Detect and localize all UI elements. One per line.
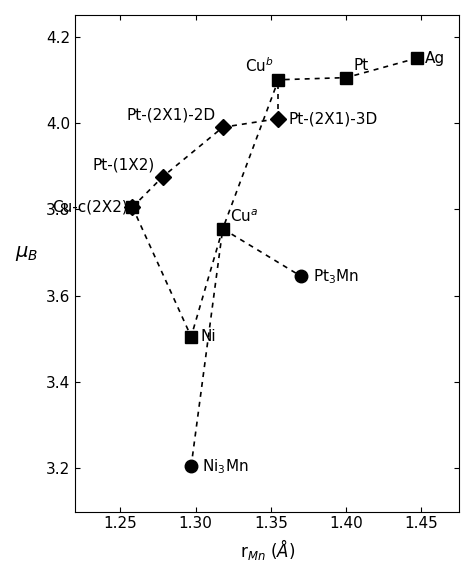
Text: Cu$^b$: Cu$^b$ <box>245 57 274 76</box>
Text: Pt$_3$Mn: Pt$_3$Mn <box>313 267 359 286</box>
Text: Ni: Ni <box>200 329 216 344</box>
Y-axis label: $\mu_B$: $\mu_B$ <box>15 244 38 263</box>
Text: Cu$^a$: Cu$^a$ <box>230 209 258 225</box>
Text: Pt-(2X1)-2D: Pt-(2X1)-2D <box>126 108 215 123</box>
X-axis label: r$_{Mn}$ ($\AA$): r$_{Mn}$ ($\AA$) <box>239 537 295 562</box>
Text: Pt: Pt <box>354 58 369 73</box>
Text: Ag: Ag <box>424 51 445 66</box>
Text: Ni$_3$Mn: Ni$_3$Mn <box>201 457 248 475</box>
Text: Pt-(1X2): Pt-(1X2) <box>93 158 155 173</box>
Text: Pt-(2X1)-3D: Pt-(2X1)-3D <box>289 111 378 126</box>
Text: Cu-c(2X2): Cu-c(2X2) <box>52 200 128 215</box>
